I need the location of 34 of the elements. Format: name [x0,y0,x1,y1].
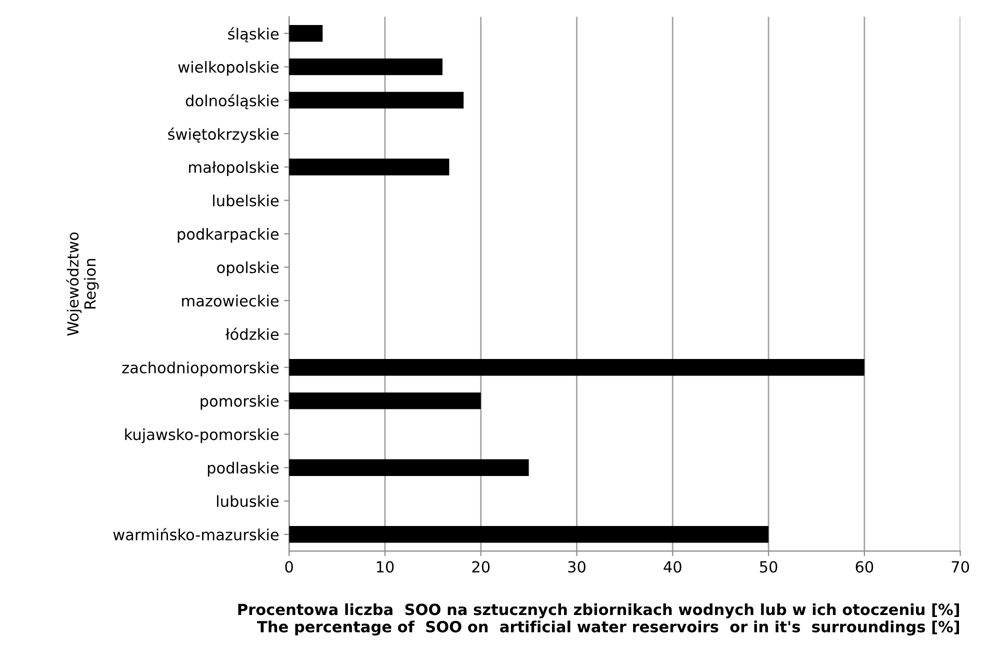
y-tick-label: śląskie [228,27,279,42]
y-tick-label: lubelskie [213,194,279,206]
bar [289,92,464,109]
x-axis-title: Procentowa liczba SOO na sztucznych zbiornikach wodnych lub w ich otoczeniu [%] The percentage of SOO on artificial water reservoirs or in it's surroundings [%] [238,603,959,636]
x-tick-label: 0 [285,561,293,573]
x-tick-label: 10 [376,561,394,573]
y-tick-label: podlaskie [208,462,279,477]
y-tick-label: świętokrzyskie [168,127,279,143]
y-tick-label: kujawsko-pomorskie [125,428,279,444]
bar [289,459,529,476]
y-tick-label: lubuskie [217,495,279,508]
bar [289,526,769,543]
y-tick-label: mazowieckie [182,294,279,307]
bar [289,359,864,376]
y-tick-label: warmińsko-mazurskie [113,528,279,540]
y-tick-label: pomorskie [200,394,279,410]
x-tick-label: 60 [856,561,874,573]
y-tick-label: podkarpackie [178,228,279,243]
y-tick-label: małopolskie [189,161,279,176]
y-tick-label: łódzkie [225,328,279,340]
bar [289,158,450,176]
x-tick-label: 40 [664,561,682,573]
y-tick-label: zachodniopomorskie [122,362,279,376]
y-tick-label: dolnośląskie [186,94,279,110]
x-tick-label: 70 [952,561,970,573]
bar [289,25,323,42]
y-tick-label: opolskie [217,261,279,276]
x-tick-label: 50 [760,561,778,573]
x-tick-label: 30 [568,561,586,573]
bar [289,58,442,76]
bar [289,392,481,410]
y-tick-label: wielkopolskie [178,60,279,76]
y-axis-title: Województwo Region [66,232,99,336]
x-tick-label: 20 [472,561,490,573]
